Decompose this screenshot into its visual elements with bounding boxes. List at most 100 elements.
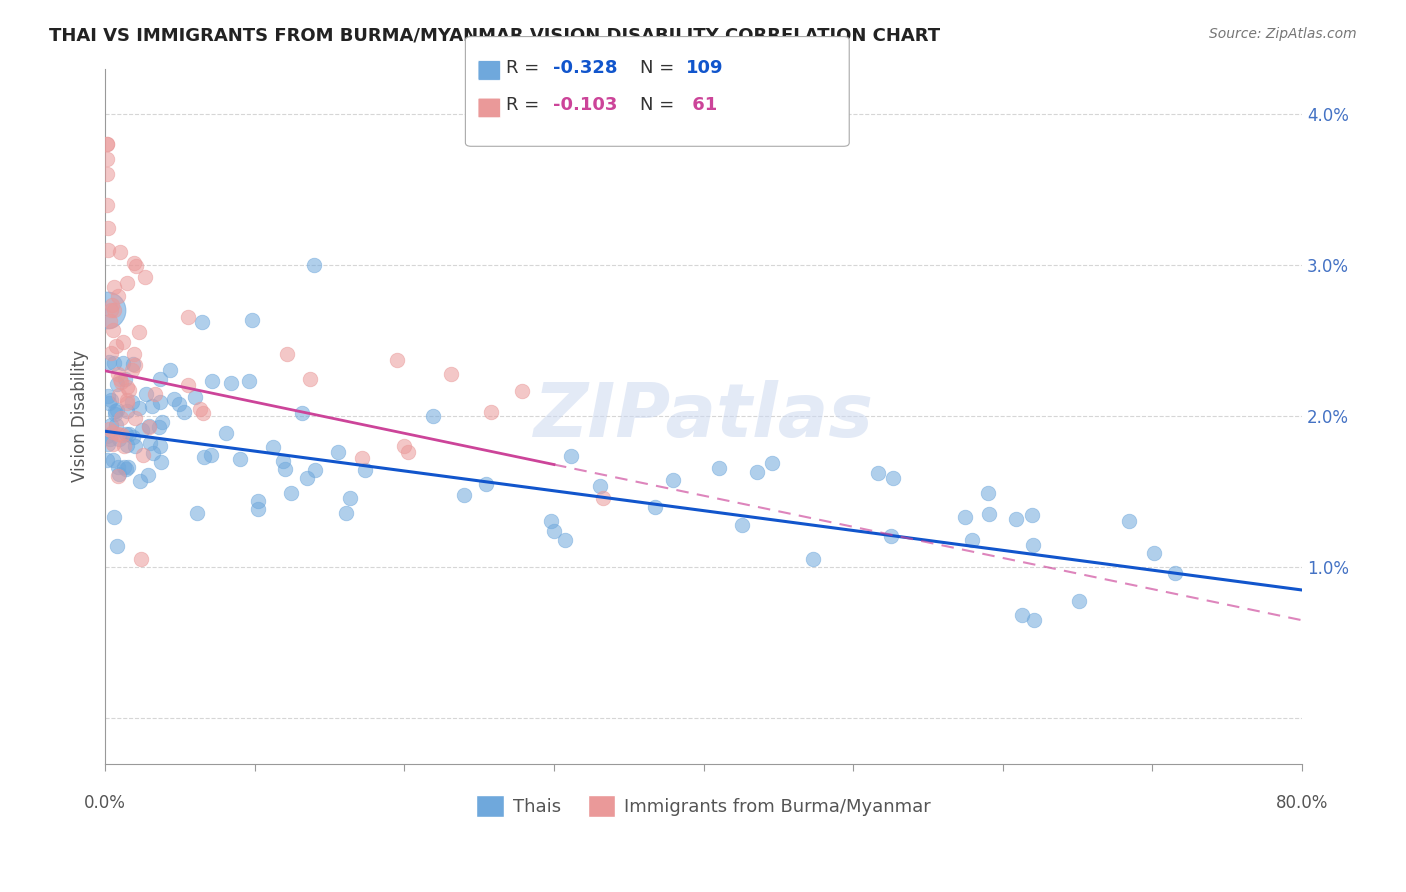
Point [115, 462, 138, 476]
Point [352, 450, 374, 465]
Point [138, 419, 160, 434]
Point [479, 405, 502, 419]
Point [280, 486, 302, 500]
Point [246, 493, 269, 508]
Point [219, 376, 242, 390]
Point [112, 459, 135, 474]
Point [880, 529, 903, 543]
Point [115, 380, 138, 394]
Point [115, 277, 138, 291]
Text: -0.328: -0.328 [553, 59, 617, 77]
Point [124, 410, 146, 425]
Point [121, 357, 143, 371]
Point [326, 445, 349, 459]
Text: 80.0%: 80.0% [1275, 794, 1329, 812]
Text: N =: N = [640, 96, 679, 114]
Point [141, 400, 163, 414]
Text: N =: N = [640, 59, 679, 77]
Point [149, 372, 172, 386]
Point [453, 488, 475, 502]
Point [191, 315, 214, 329]
Point [118, 427, 141, 442]
Point [183, 390, 205, 404]
Point [100, 345, 122, 359]
Point [104, 407, 127, 421]
Point [1021, 538, 1043, 552]
Point [440, 368, 463, 382]
Point [193, 406, 215, 420]
Point [105, 402, 128, 417]
Point [96, 197, 118, 211]
Point [143, 387, 166, 401]
Point [97, 389, 120, 403]
Point [149, 395, 172, 409]
Point [188, 401, 211, 416]
Point [107, 467, 129, 482]
Point [122, 430, 145, 444]
Point [977, 507, 1000, 521]
Point [1022, 613, 1045, 627]
Point [124, 438, 146, 452]
Point [110, 245, 132, 260]
Point [295, 471, 318, 485]
Point [107, 367, 129, 381]
Point [866, 466, 889, 480]
Point [103, 324, 125, 338]
Point [186, 506, 208, 520]
Point [135, 387, 157, 401]
Point [540, 514, 562, 528]
Point [238, 374, 260, 388]
Point [118, 383, 141, 397]
Point [110, 411, 132, 425]
Point [128, 325, 150, 339]
Point [103, 280, 125, 294]
Point [240, 313, 263, 327]
Y-axis label: Vision Disability: Vision Disability [72, 351, 89, 483]
Point [510, 384, 533, 398]
Point [114, 372, 136, 386]
Point [589, 479, 612, 493]
Point [1011, 608, 1033, 623]
Point [97, 436, 120, 450]
Point [142, 446, 165, 460]
Point [128, 401, 150, 415]
Point [96, 167, 118, 181]
Point [150, 415, 173, 429]
Point [96, 137, 118, 152]
Point [96, 303, 118, 318]
Point [1005, 512, 1028, 526]
Point [96, 137, 118, 152]
Text: 61: 61 [686, 96, 717, 114]
Point [115, 392, 138, 407]
Point [801, 551, 824, 566]
Point [103, 425, 125, 439]
Point [98, 314, 121, 328]
Point [335, 506, 357, 520]
Text: -0.103: -0.103 [553, 96, 617, 114]
Point [1021, 508, 1043, 522]
Point [392, 439, 415, 453]
Point [1118, 514, 1140, 528]
Point [953, 510, 976, 524]
Point [121, 363, 143, 377]
Point [709, 461, 731, 475]
Point [107, 469, 129, 483]
Point [132, 448, 155, 462]
Point [110, 376, 132, 390]
Point [112, 355, 135, 369]
Point [353, 463, 375, 477]
Point [107, 289, 129, 303]
Point [100, 303, 122, 318]
Point [103, 303, 125, 318]
Point [105, 339, 128, 353]
Point [104, 404, 127, 418]
Point [276, 347, 298, 361]
Point [177, 378, 200, 392]
Text: ZIPatlas: ZIPatlas [534, 380, 873, 452]
Point [396, 445, 419, 459]
Point [138, 467, 160, 482]
Point [115, 404, 138, 418]
Point [200, 448, 222, 462]
Text: Source: ZipAtlas.com: Source: ZipAtlas.com [1209, 27, 1357, 41]
Point [644, 500, 666, 514]
